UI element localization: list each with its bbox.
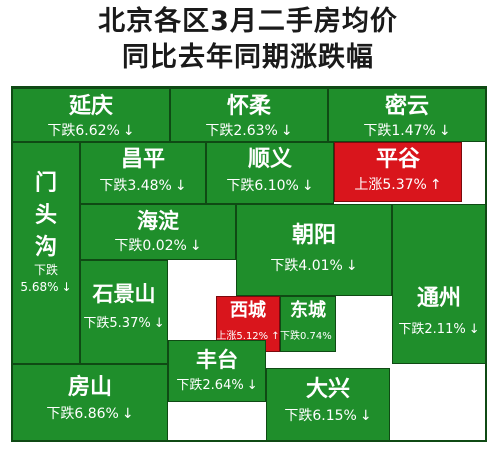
district-change-haidian: 下跌0.02% ↓ [80,236,236,256]
district-change-changping: 下跌3.48% ↓ [80,176,206,196]
district-cell-pinggu [334,142,462,202]
arrow-up-icon: ↑ [429,177,442,193]
district-name-mentougou: 门头沟 [34,171,57,260]
district-name-fengtai: 丰台 [196,348,238,372]
district-name-shunyi: 顺义 [247,147,292,172]
district-change-miyun: 下跌1.47% ↓ [328,121,486,141]
district-name-huairou: 怀柔 [226,94,271,119]
district-change-text-haidian: 下跌0.02% [114,238,187,254]
chart-title-line-1: 北京各区3月二手房均价 [98,6,398,37]
district-change-mentougou: 下跌 [12,261,80,279]
district-cell-haidian [80,204,236,260]
district-name-pinggu: 平谷 [375,147,420,172]
district-change-text-shijingshan: 下跌5.37% [83,316,151,331]
arrow-down-icon: ↓ [189,238,202,254]
district-name-xicheng: 西城 [230,300,266,321]
district-change-text-xicheng: 上涨5.12% [216,331,269,342]
district-change-2-mentougou: 5.68% ↓ [12,278,80,296]
district-change-text-chaoyang: 下跌4.01% [270,258,343,274]
district-name-miyun: 密云 [384,94,429,119]
district-change-text-fangshan: 下跌6.86% [46,406,119,422]
district-cell-shunyi [206,142,334,204]
district-name-tongzhou: 通州 [416,286,461,311]
district-name-dongcheng: 东城 [290,300,326,321]
district-cell-shijingshan [80,260,168,364]
district-change-fangshan: 下跌6.86% ↓ [12,404,168,424]
district-change-xicheng: 上涨5.12% ↑ [216,328,280,346]
district-change-dongcheng: 下跌0.74% ↓ [280,328,343,346]
arrow-down-icon: ↓ [153,316,165,331]
arrow-down-icon: ↓ [468,322,480,337]
district-change-text-2-mentougou: 5.68% [20,280,59,294]
arrow-up-icon: ↑ [271,331,280,342]
district-change-text-fengtai: 下跌2.64% [176,378,244,393]
district-change-shijingshan: 下跌5.37% ↓ [80,314,168,334]
district-cell-huairou [170,88,328,142]
arrow-down-icon: ↓ [301,178,314,194]
district-change-daxing: 下跌6.15% ↓ [266,406,390,426]
arrow-down-icon: ↓ [122,123,135,139]
district-name-daxing: 大兴 [305,377,350,402]
arrow-down-icon: ↓ [345,258,358,274]
district-change-text-dongcheng: 下跌0.74% [280,331,332,342]
district-change-pinggu: 上涨5.37% ↑ [334,175,462,195]
arrow-down-icon: ↓ [246,378,258,393]
arrow-down-icon: ↓ [61,280,72,294]
district-change-text-yanqing: 下跌6.62% [47,123,120,139]
district-change-yanqing: 下跌6.62% ↓ [12,121,170,141]
district-cell-daxing [266,368,390,442]
district-name-chaoyang: 朝阳 [291,223,336,248]
arrow-down-icon: ↓ [174,178,187,194]
district-change-text-daxing: 下跌6.15% [284,408,357,424]
district-cell-changping [80,142,206,204]
district-name-shijingshan: 石景山 [92,282,156,306]
district-change-chaoyang: 下跌4.01% ↓ [236,256,392,276]
district-change-text-changping: 下跌3.48% [99,178,172,194]
district-change-fengtai: 下跌2.64% ↓ [168,376,266,396]
district-change-shunyi: 下跌6.10% ↓ [206,176,334,196]
district-cell-fengtai [168,340,266,402]
arrow-down-icon: ↓ [359,408,372,424]
district-name-changping: 昌平 [120,147,165,172]
district-change-text-tongzhou: 下跌2.11% [398,322,466,337]
chart-title-line-2: 同比去年同期涨跌幅 [122,42,374,73]
district-change-text-pinggu: 上涨5.37% [354,177,427,193]
district-change-text-miyun: 下跌1.47% [363,123,436,139]
arrow-down-icon: ↓ [280,123,293,139]
district-change-tongzhou: 下跌2.11% ↓ [392,320,486,340]
district-change-text-huairou: 下跌2.63% [205,123,278,139]
district-cell-dongcheng [280,296,336,352]
district-cell-chaoyang [236,204,392,296]
district-name-haidian: 海淀 [137,209,179,233]
arrow-down-icon: ↓ [438,123,451,139]
district-name-yanqing: 延庆 [68,94,113,119]
district-name-fangshan: 房山 [67,375,112,400]
arrow-down-icon: ↓ [334,331,344,342]
arrow-down-icon: ↓ [121,406,134,422]
district-change-text-mentougou: 下跌 [33,263,58,277]
district-change-text-shunyi: 下跌6.10% [226,178,299,194]
district-cell-tongzhou [392,204,486,364]
district-change-huairou: 下跌2.63% ↓ [170,121,328,141]
